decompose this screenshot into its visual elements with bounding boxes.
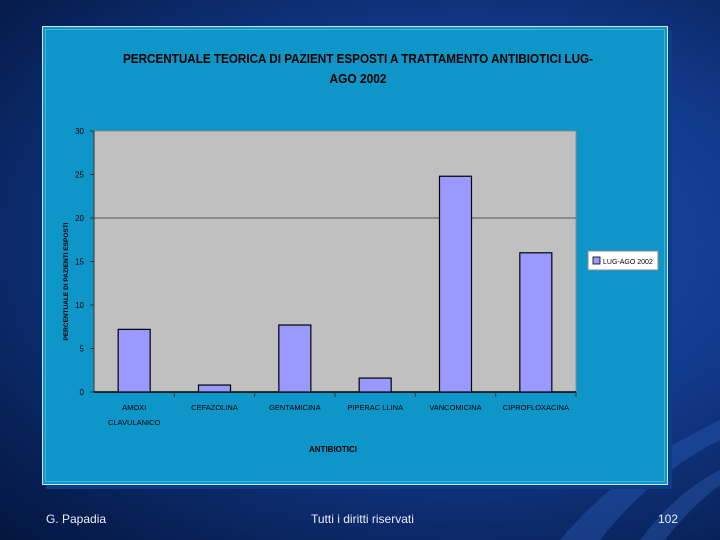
y-tick-label: 5: [80, 345, 85, 354]
bar-1: [197, 384, 232, 393]
bar-0: [117, 328, 151, 393]
x-tick-label: CEFAZOLINA: [191, 403, 238, 412]
bar-3: [358, 377, 392, 393]
footer-author: G. Papadia: [46, 512, 107, 526]
legend-box: [587, 250, 659, 271]
bar-5: [519, 252, 553, 393]
y-tick-label: 25: [75, 171, 84, 180]
chart-title-line: AGO 2002: [330, 72, 387, 86]
chart-inner-border: [45, 29, 665, 482]
bar-chart: PERCENTUALE TEORICA DI PAZIENT ESPOSTI A…: [63, 52, 659, 454]
bar-2: [278, 324, 312, 393]
y-axis-label: PERCENTUALE DI PAZIENTI ESPOSTI: [63, 222, 70, 340]
y-tick-label: 15: [75, 258, 84, 267]
x-axis-label: ANTIBIOTICI: [309, 445, 357, 454]
x-tick-label: CIPROFLOXACINA: [503, 403, 569, 412]
footer-rights: Tutti i diritti riservati: [311, 512, 414, 526]
y-tick-label: 30: [75, 127, 84, 136]
y-tick-label: 10: [75, 301, 84, 310]
chart-title-line: PERCENTUALE TEORICA DI PAZIENT ESPOSTI A…: [123, 52, 593, 66]
chart-container: PERCENTUALE TEORICA DI PAZIENT ESPOSTI A…: [42, 26, 668, 485]
x-tick-label: PIPERAC LLINA: [347, 403, 403, 412]
y-tick-label: 0: [80, 388, 85, 397]
x-tick-label: VANCOMICINA: [429, 403, 481, 412]
y-tick-label: 20: [75, 214, 84, 223]
x-tick-label: CLAVULANICO: [108, 418, 161, 427]
legend-label: LUG-AGO 2002: [603, 259, 653, 266]
bar-4: [438, 175, 473, 393]
legend-swatch: [592, 256, 601, 265]
plot-area: [93, 130, 577, 393]
x-tick-label: GENTAMICINA: [269, 403, 321, 412]
footer-page-number: 102: [658, 512, 679, 526]
x-tick-label: AMOXI: [122, 403, 146, 412]
